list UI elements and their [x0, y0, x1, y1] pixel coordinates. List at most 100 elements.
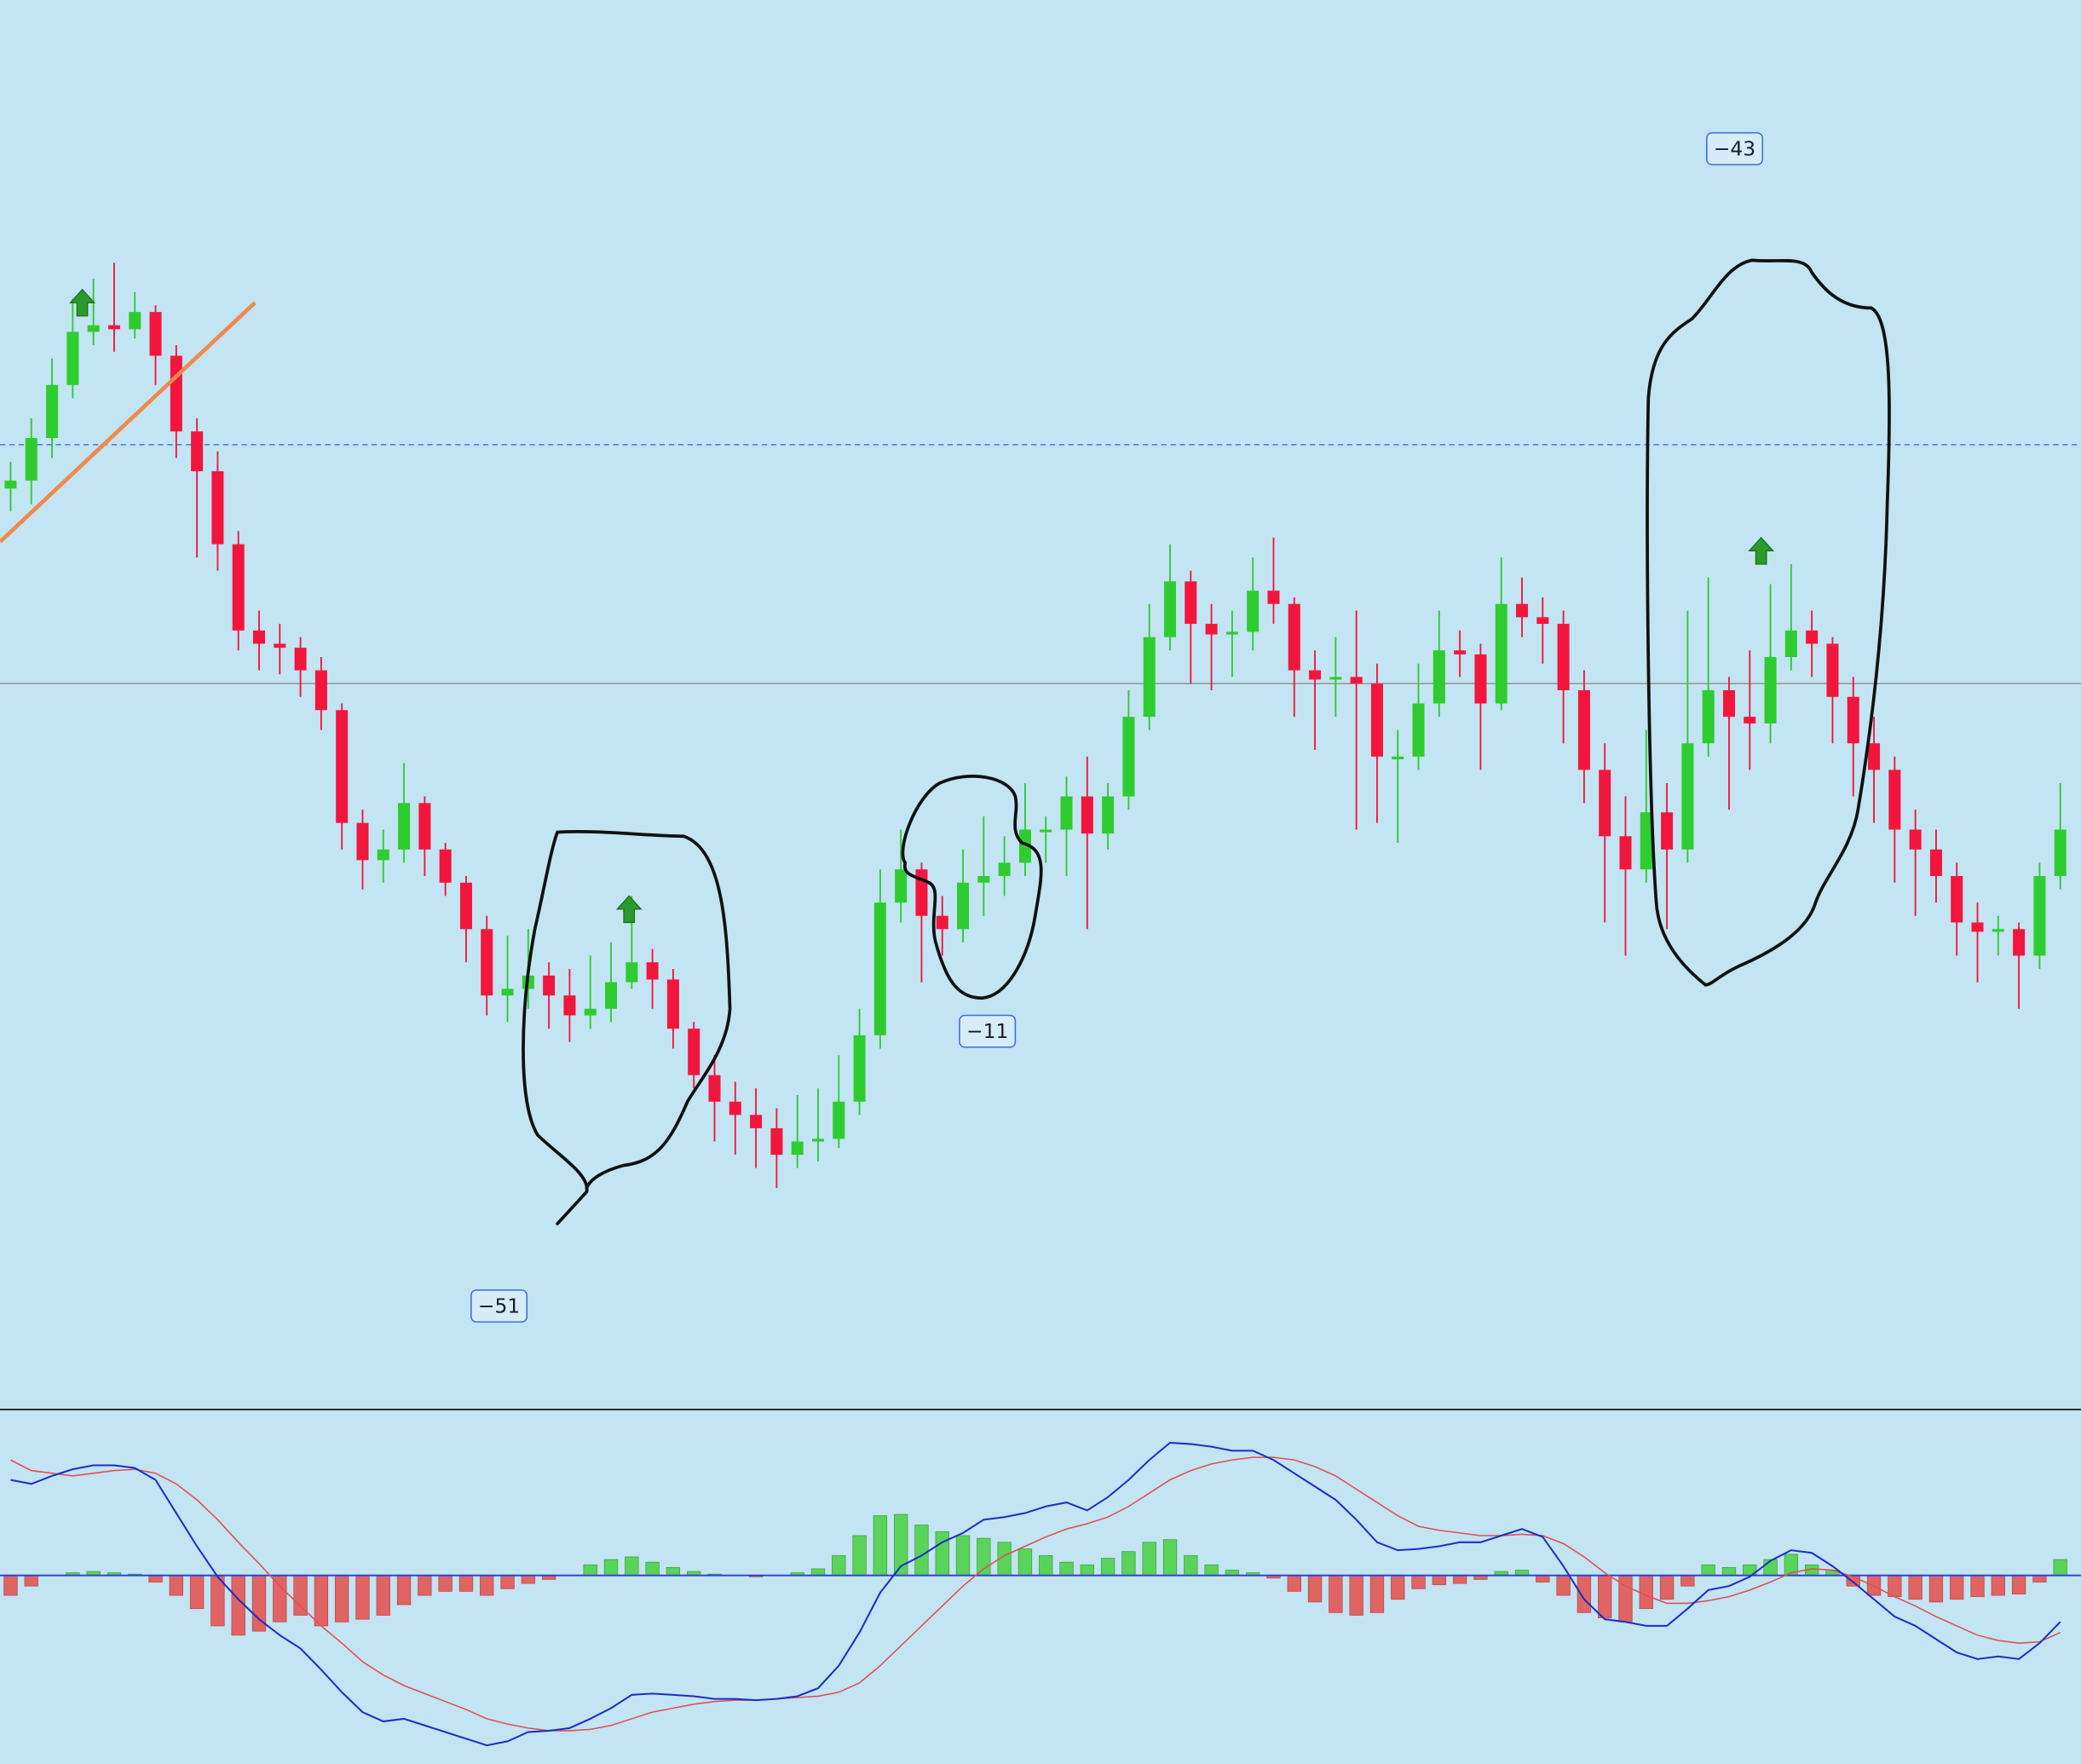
histogram-bar	[1369, 1575, 1385, 1613]
candle-body	[895, 869, 908, 903]
candle-body	[584, 1008, 597, 1016]
histogram-bar	[1556, 1575, 1571, 1596]
candle-body	[314, 670, 327, 711]
macd-line	[10, 1441, 2061, 1747]
candle-body	[211, 470, 224, 545]
candle-body	[356, 822, 369, 861]
candle-body	[1060, 796, 1073, 830]
histogram-bar	[1184, 1554, 1198, 1577]
histogram-bar	[355, 1575, 370, 1620]
annotation-box	[1706, 132, 1764, 166]
candle-body	[294, 648, 307, 671]
histogram-bar	[2032, 1575, 2047, 1582]
candle-body	[1764, 657, 1777, 723]
histogram-bar	[24, 1575, 38, 1587]
candle-body	[149, 312, 162, 356]
candle-body	[129, 312, 141, 330]
histogram-bar	[458, 1575, 474, 1592]
histogram-bar	[189, 1575, 205, 1610]
candle-body	[936, 915, 948, 930]
trend-line	[0, 301, 257, 544]
candle-body	[66, 331, 79, 385]
candle-body	[4, 480, 17, 489]
histogram-bar	[1080, 1564, 1094, 1577]
histogram-bar	[231, 1575, 245, 1636]
candle-body	[1516, 603, 1529, 618]
candle-body	[25, 438, 37, 481]
histogram-bar	[3, 1575, 18, 1596]
candle-body	[1929, 849, 1942, 876]
up-arrow	[615, 895, 643, 924]
candle-body	[252, 630, 266, 644]
candle-body	[708, 1075, 721, 1102]
histogram-bar	[1452, 1575, 1467, 1584]
candle-body	[2013, 929, 2026, 956]
candle-body	[791, 1141, 804, 1156]
histogram-bar	[1391, 1575, 1405, 1600]
histogram-bar	[418, 1575, 432, 1596]
candle-body	[1018, 829, 1031, 863]
histogram-bar	[977, 1537, 991, 1577]
candle-body	[1454, 650, 1467, 654]
candle-body	[1806, 630, 1819, 644]
candle-body	[1577, 689, 1590, 770]
candle-body	[1951, 875, 1963, 923]
histogram-bar	[480, 1575, 494, 1596]
candle-body	[1784, 630, 1797, 658]
histogram-bar	[1577, 1575, 1592, 1613]
candle-body	[1205, 624, 1218, 635]
histogram-bar	[1536, 1575, 1550, 1582]
annotation-label: −51	[478, 1294, 520, 1318]
candle-body	[1992, 929, 2004, 932]
candle-body	[1267, 591, 1280, 604]
histogram-bar	[666, 1567, 681, 1577]
candle-body	[811, 1139, 824, 1142]
candle-body	[957, 882, 970, 930]
candle-body	[666, 979, 679, 1029]
candle-body	[46, 384, 59, 439]
up-arrow	[69, 288, 95, 317]
hand-loop	[901, 775, 1043, 1000]
price-panel	[0, 262, 2081, 1188]
histogram-bar	[935, 1531, 949, 1577]
histogram-bar	[955, 1535, 971, 1577]
candle-body	[418, 803, 431, 850]
candle-body	[170, 355, 182, 432]
annotation-label: −43	[1714, 137, 1755, 161]
candle-body	[605, 982, 618, 1009]
candle-body	[1661, 812, 1674, 850]
candle-body	[750, 1115, 763, 1128]
histogram-bar	[1059, 1561, 1074, 1577]
histogram-bar	[1162, 1539, 1178, 1577]
histogram-bar	[148, 1575, 163, 1582]
candle-body	[1309, 670, 1322, 680]
candle-body	[977, 875, 990, 883]
histogram-bar	[1287, 1575, 1301, 1592]
histogram-bar	[2053, 1559, 2067, 1577]
candle-body	[1681, 743, 1694, 850]
candle-body	[1847, 696, 1859, 744]
histogram-bar	[832, 1554, 846, 1577]
candle-body	[274, 643, 286, 649]
candle-body	[1102, 796, 1115, 834]
histogram-bar	[603, 1559, 619, 1577]
histogram-bar	[314, 1575, 329, 1627]
candle-body	[1888, 770, 1901, 830]
candle-body	[191, 431, 204, 471]
candle-body	[1536, 617, 1549, 625]
candle-body	[232, 544, 245, 631]
histogram-bar	[645, 1561, 660, 1577]
macd-panel	[0, 1441, 2081, 1747]
annotations: −51 −11 −43	[470, 132, 1764, 1323]
candle-body	[87, 325, 100, 332]
hand-loop	[1646, 258, 1891, 987]
histogram-bar	[1411, 1575, 1426, 1589]
histogram-bar	[1204, 1564, 1219, 1577]
candle-body	[1432, 650, 1445, 704]
histogram-bar	[438, 1575, 453, 1592]
candle-body	[2033, 875, 2046, 956]
histogram-bar	[1017, 1548, 1033, 1577]
histogram-bar	[1307, 1575, 1323, 1603]
candle-body	[1868, 743, 1881, 770]
